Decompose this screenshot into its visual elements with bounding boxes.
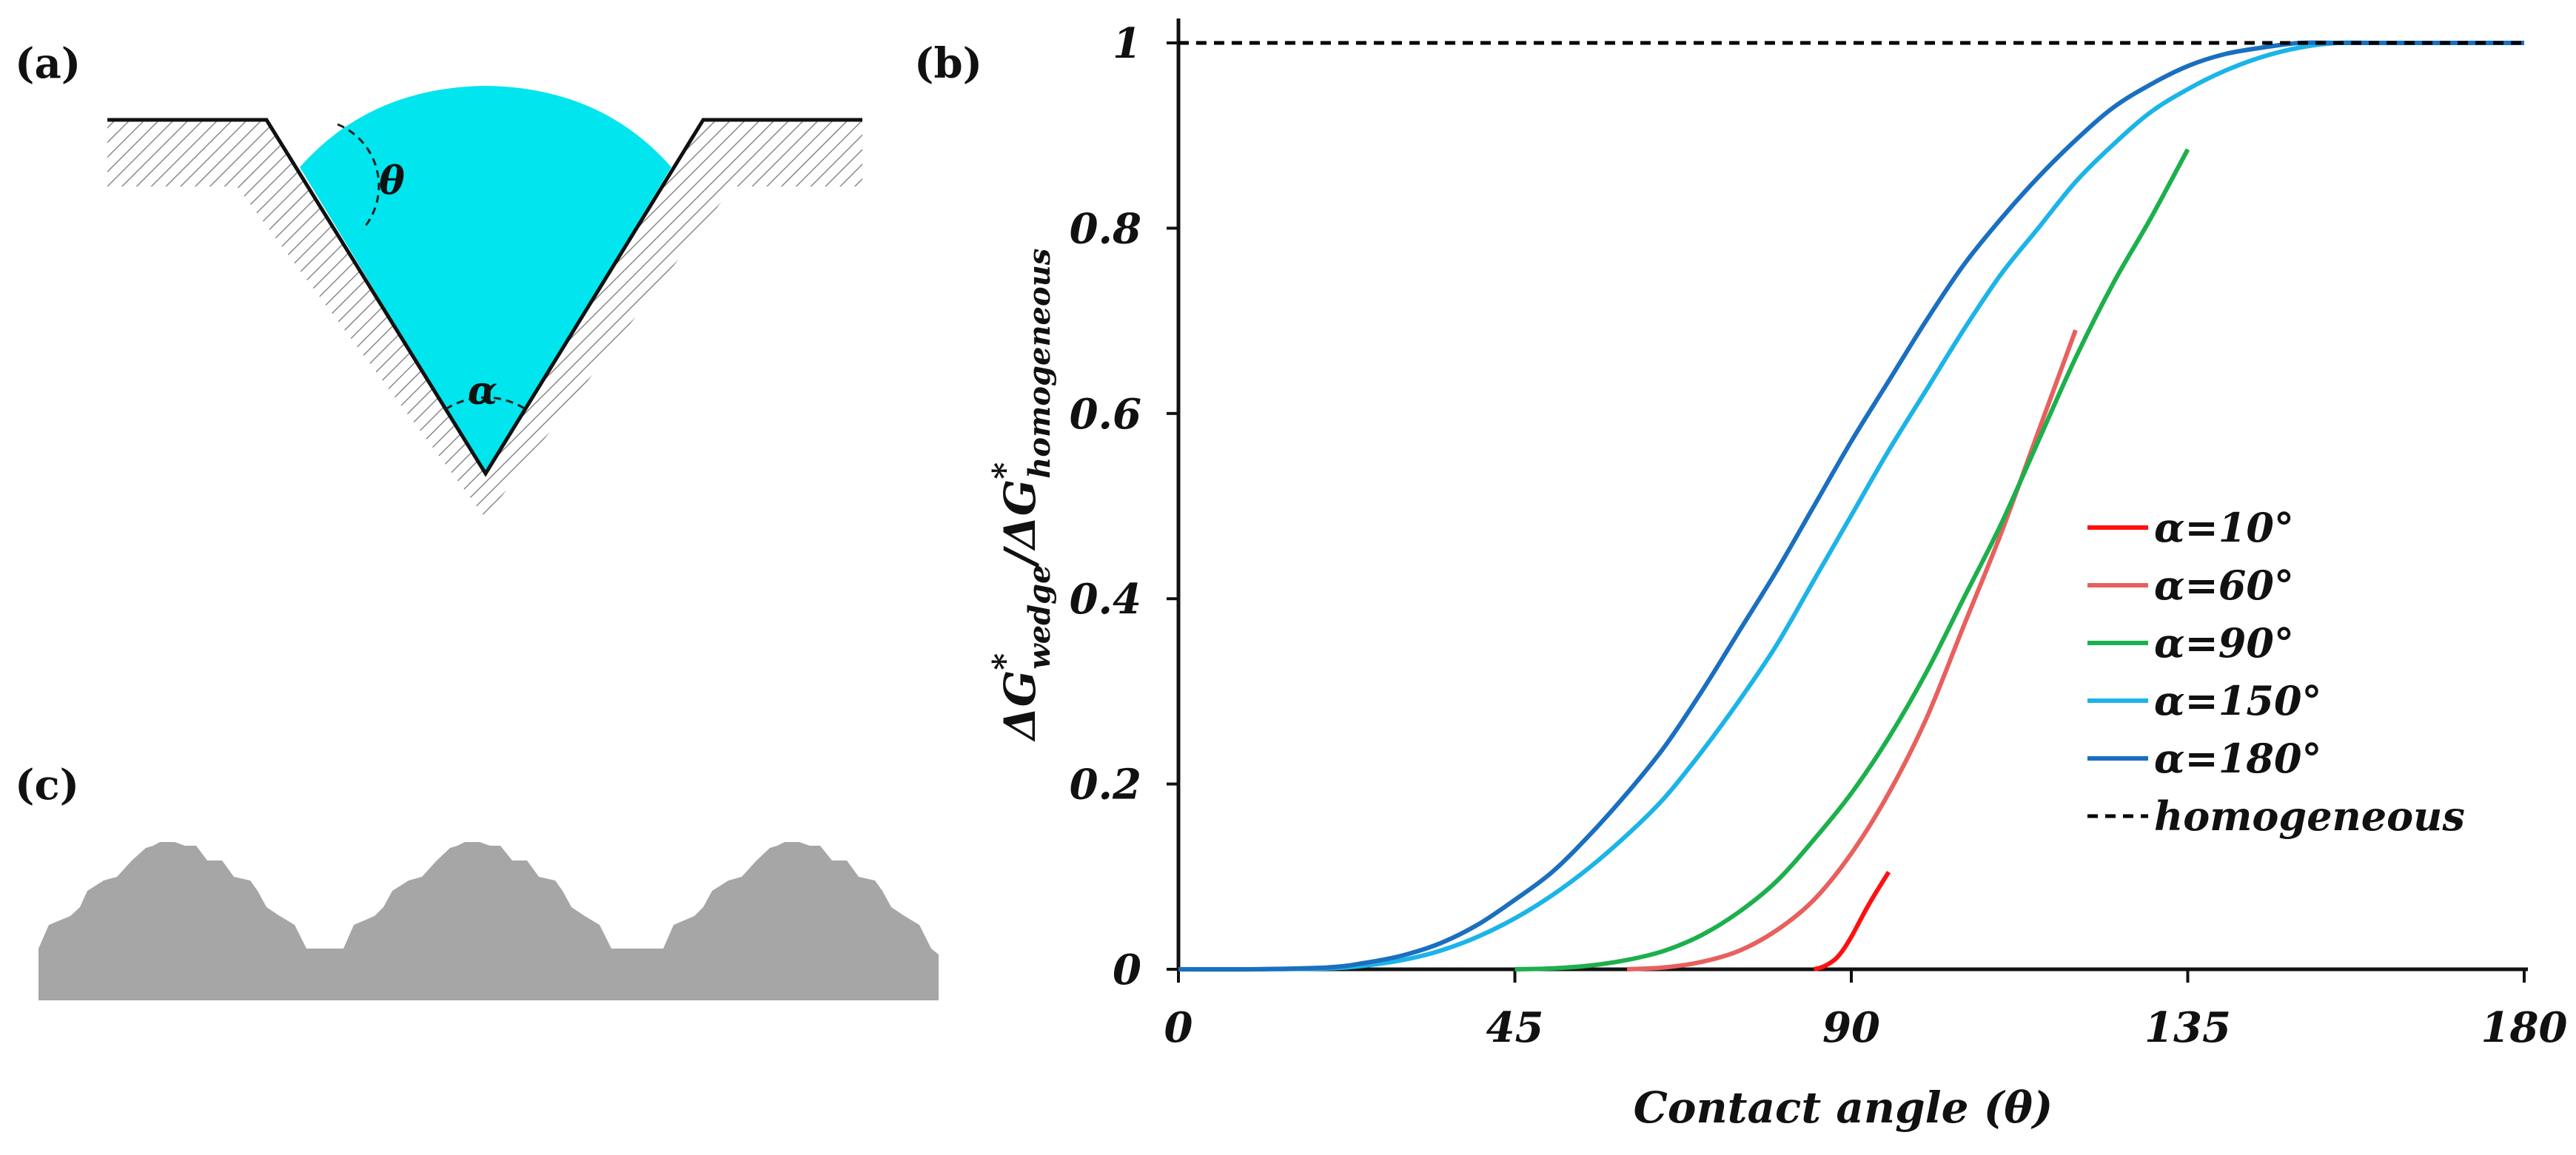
x-tick-group: 0 45 90 135 180	[1164, 969, 2568, 1052]
wedge-surface-line	[107, 118, 862, 477]
theta-symbol: θ	[379, 158, 405, 203]
y-title-base-2: ΔG	[995, 479, 1045, 552]
y-title-star-1: *	[986, 653, 1024, 670]
liquid-droplet	[300, 86, 671, 474]
y-tick-label-4: 0.8	[1070, 204, 1141, 253]
legend: α=10° α=60° α=90° α=150° α=180° homogene…	[2087, 504, 2465, 840]
series-line-alpha-180	[1178, 40, 2524, 972]
x-tick-label-1: 45	[1486, 1003, 1544, 1052]
panel-a-label: (a)	[15, 39, 81, 88]
panel-a: (a) θ α	[15, 39, 862, 518]
x-axis-title: Contact angle (θ)	[1634, 1082, 2053, 1133]
series-line-alpha-150	[1178, 40, 2524, 972]
series-line-alpha-90	[1515, 148, 2190, 972]
panel-c-label: (c)	[15, 761, 79, 809]
x-tick-label-2: 90	[1822, 1003, 1880, 1052]
rough-surface-profile	[38, 842, 939, 1000]
x-tick-label-0: 0	[1164, 1003, 1193, 1052]
y-tick-label-1: 0.2	[1070, 761, 1141, 809]
y-title-slash: /	[995, 545, 1045, 568]
x-tick-label-3: 135	[2144, 1003, 2231, 1052]
legend-label-alpha-90: α=90°	[2154, 619, 2294, 667]
legend-label-alpha-150: α=150°	[2154, 677, 2322, 724]
legend-label-alpha-10: α=10°	[2154, 504, 2294, 551]
alpha-arc	[445, 396, 526, 411]
panel-b-label: (b)	[914, 39, 982, 88]
legend-label-alpha-60: α=60°	[2154, 562, 2294, 609]
y-title-star-2: *	[986, 462, 1024, 479]
y-tick-label-2: 0.4	[1070, 575, 1141, 624]
y-title-sub-wedge: wedge	[1022, 565, 1057, 669]
substrate-hatch	[107, 120, 862, 518]
x-tick-label-4: 180	[2481, 1003, 2568, 1052]
series-lines	[1178, 40, 2524, 972]
panel-b: (b) 0 0.2 0.4 0.6 0.8 1 0 45	[914, 18, 2567, 1133]
legend-label-homogeneous: homogeneous	[2154, 792, 2465, 840]
y-axis-title: ΔG*wedge/ΔG*homogeneous	[986, 249, 1057, 743]
alpha-symbol: α	[468, 368, 497, 414]
y-tick-label-3: 0.6	[1070, 390, 1141, 439]
series-line-alpha-60	[1626, 329, 2078, 972]
panel-c: (c)	[15, 761, 939, 1000]
series-line-alpha-10	[1813, 870, 1891, 972]
y-tick-label-5: 1	[1113, 19, 1141, 68]
y-tick-label-0: 0	[1113, 946, 1141, 994]
legend-label-alpha-180: α=180°	[2154, 735, 2322, 782]
y-title-base-1: ΔG	[995, 670, 1045, 743]
theta-arc	[337, 123, 380, 230]
y-tick-group: 0 0.2 0.4 0.6 0.8 1	[1070, 19, 1178, 994]
y-title-sub-homogeneous: homogeneous	[1022, 249, 1057, 479]
